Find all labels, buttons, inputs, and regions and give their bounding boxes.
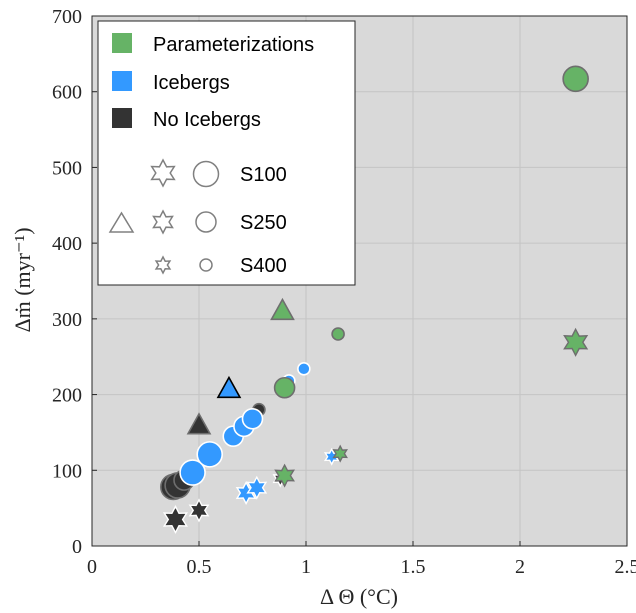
x-tick-label: 1.5: [401, 556, 426, 578]
y-tick-label: 600: [52, 82, 82, 104]
legend-swatch-icebergs: [112, 71, 132, 91]
data-point-triangle: [186, 412, 212, 435]
y-tick-label: 100: [52, 460, 82, 482]
data-point-star: [188, 498, 210, 523]
x-tick-label: 2.5: [615, 556, 636, 578]
legend-star-s400-icon: [154, 255, 172, 275]
y-tick-label: 500: [52, 157, 82, 179]
legend-label-s400: S400: [240, 255, 287, 277]
data-point-star: [274, 463, 296, 488]
data-point-star: [332, 444, 348, 463]
legend-circle-s100-icon: [192, 160, 220, 188]
data-point-circle: [562, 65, 589, 93]
legend: Parameterizations Icebergs No Icebergs S…: [97, 20, 356, 286]
plot-frame: [91, 15, 628, 547]
legend-star-s250-icon: [152, 209, 174, 235]
x-tick-label: 0: [87, 556, 97, 578]
data-point-triangle: [270, 297, 295, 321]
data-point-star: [246, 475, 268, 500]
data-point-star: [563, 327, 589, 357]
y-tick-label: 300: [52, 309, 82, 331]
data-points: [160, 65, 589, 535]
legend-circle-s400-icon: [199, 258, 213, 272]
legend-swatch-no-icebergs: [112, 108, 132, 128]
x-tick-label: 1: [301, 556, 311, 578]
y-tick-label: 0: [72, 536, 82, 558]
data-point-circle: [196, 441, 223, 468]
legend-label-s100: S100: [240, 164, 287, 186]
y-tick-label: 400: [52, 233, 82, 255]
legend-box: [97, 20, 356, 286]
y-tick-label: 700: [52, 6, 82, 28]
legend-label-icebergs: Icebergs: [153, 72, 230, 94]
x-tick-label: 2: [515, 556, 525, 578]
x-axis-title: Δ Θ (°C): [320, 584, 398, 609]
data-point-circle: [179, 459, 206, 486]
legend-label-no-icebergs: No Icebergs: [153, 109, 261, 131]
data-point-circle: [297, 362, 311, 376]
y-tick-label: 200: [52, 385, 82, 407]
data-point-circle: [331, 327, 345, 341]
legend-circle-s250-icon: [195, 211, 217, 233]
y-axis-title: Δṁ (myr⁻¹): [10, 227, 35, 332]
data-point-triangle: [216, 375, 242, 399]
legend-swatch-parameterizations: [112, 33, 132, 53]
axis-ticks: 0 0.5 1 1.5 2 2.5 0 100 200 300 400 500 600 700: [52, 6, 636, 578]
legend-star-s100-icon: [150, 158, 176, 188]
data-point-circle: [241, 407, 264, 430]
data-point-circle: [273, 376, 296, 399]
legend-triangle-s250-icon: [108, 211, 135, 233]
legend-label-parameterizations: Parameterizations: [153, 34, 314, 56]
x-tick-label: 0.5: [187, 556, 212, 578]
legend-label-s250: S250: [240, 212, 287, 234]
data-point-star: [162, 504, 189, 535]
